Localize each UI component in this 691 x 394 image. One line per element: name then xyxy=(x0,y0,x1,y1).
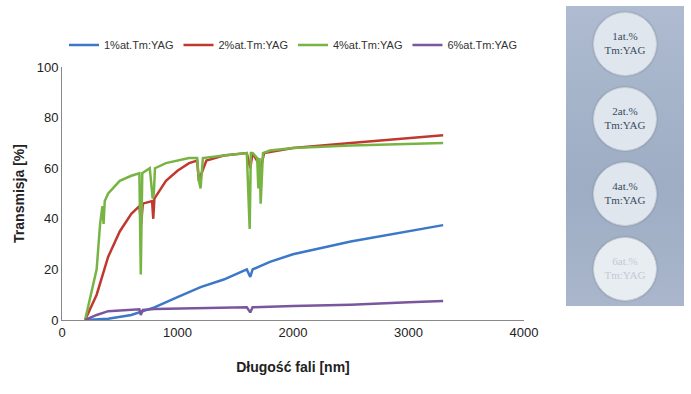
svg-text:100: 100 xyxy=(37,60,59,75)
svg-text:Długość fali [nm]: Długość fali [nm] xyxy=(236,359,350,375)
html-text:6at.%: 6at.% xyxy=(612,254,638,267)
svg-text:60: 60 xyxy=(44,161,58,176)
html-text:Tm:YAG: Tm:YAG xyxy=(604,118,646,131)
html-text:Tm:YAG: Tm:YAG xyxy=(604,193,646,206)
html-text:2at.%: 2at.% xyxy=(612,104,638,117)
svg-text:6%at.Tm:YAG: 6%at.Tm:YAG xyxy=(447,39,516,51)
svg-text:1000: 1000 xyxy=(163,325,192,340)
svg-text:2%at.Tm:YAG: 2%at.Tm:YAG xyxy=(218,39,287,51)
svg-text:4000: 4000 xyxy=(510,325,539,340)
svg-text:80: 80 xyxy=(44,110,58,125)
svg-text:0: 0 xyxy=(58,325,65,340)
html-text:Tm:YAG: Tm:YAG xyxy=(604,268,646,281)
svg-text:40: 40 xyxy=(44,211,58,226)
html-text:1at.%: 1at.% xyxy=(612,29,638,42)
svg-text:20: 20 xyxy=(44,262,58,277)
svg-text:0: 0 xyxy=(51,313,58,328)
svg-text:Transmisja [%]: Transmisja [%] xyxy=(11,144,27,243)
svg-text:4%at.Tm:YAG: 4%at.Tm:YAG xyxy=(333,39,402,51)
svg-text:2000: 2000 xyxy=(279,325,308,340)
svg-text:3000: 3000 xyxy=(394,325,423,340)
svg-text:1%at.Tm:YAG: 1%at.Tm:YAG xyxy=(104,39,173,51)
html-text:Tm:YAG: Tm:YAG xyxy=(604,43,646,56)
html-text:4at.%: 4at.% xyxy=(612,179,638,192)
